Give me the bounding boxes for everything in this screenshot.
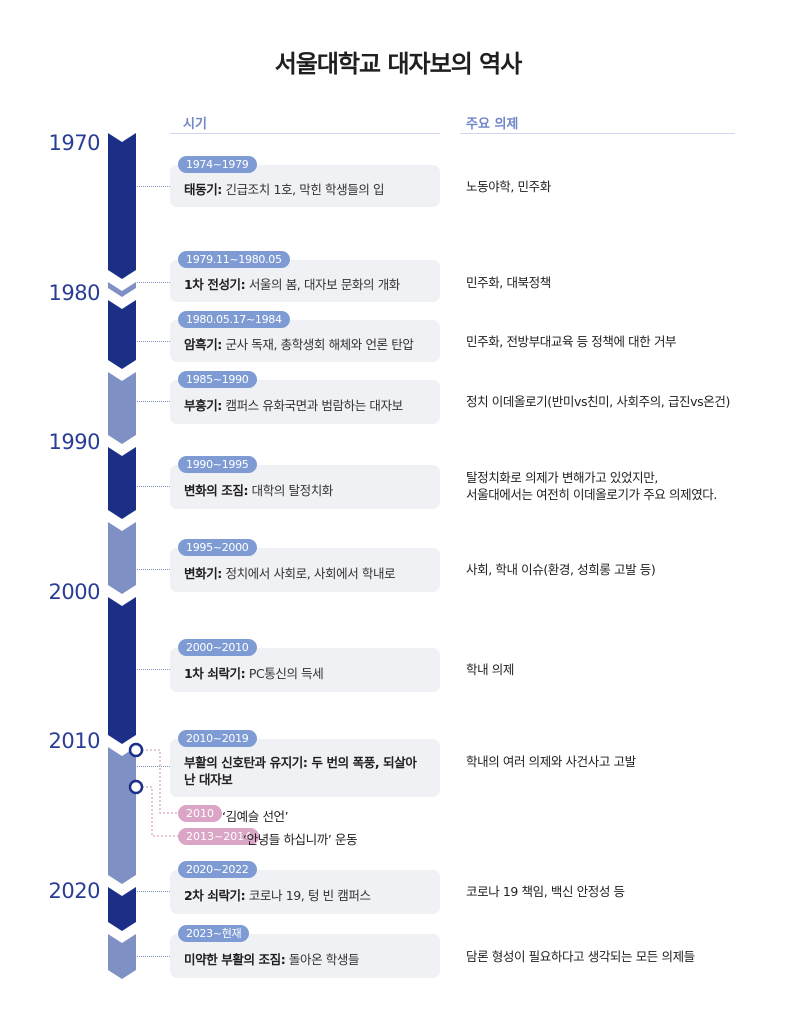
agenda-text: 정치 이데올로기(반미vs친미, 사회주의, 급진vs온건)	[466, 393, 730, 409]
event-marker	[128, 742, 144, 758]
period-range-badge: 2000~2010	[178, 639, 257, 656]
timeline-segment	[108, 372, 136, 444]
period-label: 부활의 신호탄과 유지기:	[184, 755, 308, 770]
agenda-text: 담론 형성이 필요하다고 생각되는 모든 의제들	[466, 948, 695, 964]
timeline-segment	[108, 887, 136, 931]
timeline-segment	[108, 447, 136, 519]
period-description: 돌아온 학생들	[285, 951, 360, 967]
decade-label: 2000	[48, 579, 101, 604]
agenda-text: 사회, 학내 이슈(환경, 성희롱 고발 등)	[466, 561, 656, 577]
agenda-text: 노동야학, 민주화	[466, 178, 551, 194]
period-range-badge: 1974~1979	[178, 156, 257, 173]
event-connector	[142, 786, 178, 837]
decade-label: 2010	[48, 729, 101, 754]
period-range-badge: 2020~2022	[178, 861, 257, 878]
connector-line	[137, 486, 170, 487]
connector-line	[137, 569, 170, 570]
period-range-badge: 1979.11~1980.05	[178, 251, 290, 268]
column-header-period: 시기	[183, 117, 207, 132]
timeline-segment	[108, 522, 136, 594]
period-description: 서울의 봄, 대자보 문화의 개화	[245, 276, 400, 292]
connector-line	[137, 186, 170, 187]
page-title: 서울대학교 대자보의 역사	[274, 50, 523, 78]
period-label: 변화기:	[184, 565, 222, 581]
column-header-agenda: 주요 의제	[466, 117, 519, 132]
period-label: 태동기:	[184, 181, 222, 197]
period-range-badge: 1995~2000	[178, 539, 257, 556]
period-label: 암흑기:	[184, 336, 222, 352]
period-description: 정치에서 사회로, 사회에서 학내로	[221, 565, 396, 581]
period-range-badge: 1990~1995	[178, 456, 257, 473]
connector-line	[137, 669, 170, 670]
agenda-text: 민주화, 대북정책	[466, 274, 551, 290]
decade-label: 1980	[48, 280, 101, 305]
timeline-segment	[108, 282, 136, 297]
period-card: 부흥기: 캠퍼스 유화국면과 범람하는 대자보	[170, 380, 440, 424]
connector-line	[137, 891, 170, 892]
period-label: 부흥기:	[184, 397, 222, 413]
period-card: 부활의 신호탄과 유지기: 두 번의 폭풍, 되살아난 대자보	[170, 739, 440, 797]
period-description: 코로나 19, 텅 빈 캠퍼스	[245, 887, 371, 903]
event-connector	[142, 749, 178, 814]
period-range-badge: 1980.05.17~1984	[178, 311, 290, 328]
timeline-segment	[108, 597, 136, 744]
agenda-text: 학내 의제	[466, 661, 514, 677]
period-label: 미약한 부활의 조짐:	[184, 951, 286, 967]
period-description: 대학의 탈정치화	[248, 482, 334, 498]
timeline-segment	[108, 934, 136, 979]
decade-label: 2020	[48, 879, 101, 903]
connector-line	[137, 341, 170, 342]
agenda-text: 민주화, 전방부대교육 등 정책에 대한 거부	[466, 333, 677, 349]
connector-line	[137, 282, 170, 283]
agenda-text: 학내의 여러 의제와 사건사고 고발	[466, 754, 636, 769]
agenda-text: 탈정치화로 의제가 변해가고 있었지만, 서울대에서는 여전히 이데올로기가 주…	[466, 470, 717, 502]
period-range-badge: 2023~현재	[178, 925, 250, 942]
period-description: 군사 독재, 총학생회 해체와 언론 탄압	[221, 336, 414, 352]
event-text: ‘안녕들 하십니까’ 운동	[243, 832, 358, 847]
period-label: 변화의 조짐:	[184, 482, 249, 498]
decade-label: 1990	[48, 430, 101, 455]
timeline-segment	[108, 300, 136, 369]
period-description: 긴급조치 1호, 막힌 학생들의 입	[221, 181, 385, 197]
period-label: 1차 쇠락기:	[184, 665, 246, 681]
event-year-badge: 2010	[178, 805, 222, 822]
period-card: 변화기: 정치에서 사회로, 사회에서 학내로	[170, 548, 440, 592]
connector-line	[137, 401, 170, 402]
connector-line	[137, 766, 170, 767]
period-description: 캠퍼스 유화국면과 범람하는 대자보	[221, 397, 403, 413]
decade-label: 1970	[48, 131, 101, 155]
period-description: PC통신의 득세	[245, 665, 324, 681]
timeline-segment	[108, 133, 136, 279]
period-range-badge: 1985~1990	[178, 371, 257, 388]
divider	[170, 133, 440, 134]
event-text: ‘김예슬 선언’	[222, 809, 289, 824]
connector-line	[137, 956, 170, 957]
period-range-badge: 2010~2019	[178, 730, 257, 747]
event-marker	[128, 779, 144, 795]
period-label: 2차 쇠락기:	[184, 887, 246, 903]
period-description: 두 번의 폭풍, 되살아난 대자보	[184, 755, 417, 787]
divider	[460, 133, 735, 134]
agenda-text: 코로나 19 책임, 백신 안정성 등	[466, 883, 625, 899]
period-label: 1차 전성기:	[184, 276, 246, 292]
timeline-segment	[108, 747, 136, 884]
event-year-badge: 2013~2014	[178, 828, 260, 845]
